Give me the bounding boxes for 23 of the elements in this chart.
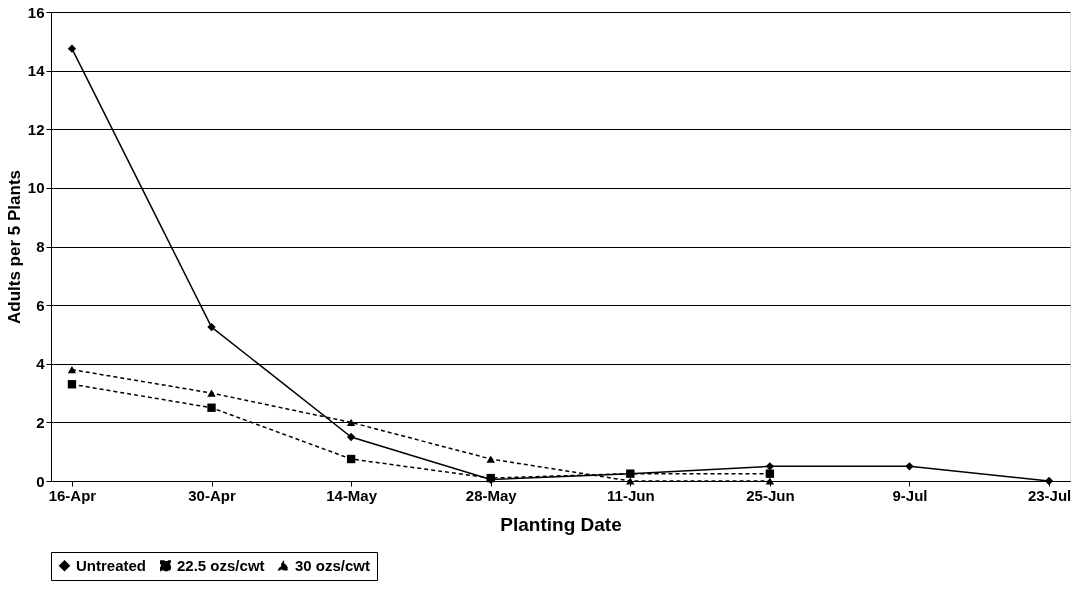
x-axis-title: Planting Date [500, 513, 622, 535]
legend-label: 30 ozs/cwt [295, 556, 371, 574]
x-tick-label: 14-May [326, 486, 378, 504]
legend-label: 22.5 ozs/cwt [177, 556, 265, 574]
x-tick-label: 25-Jun [746, 486, 795, 504]
x-tick-label: 28-May [465, 486, 518, 504]
y-tick-label: 10 [27, 179, 45, 197]
y-tick-label: 8 [36, 238, 45, 255]
x-tick-label: 23-Jul [1027, 486, 1072, 504]
x-tick-label: 16-Apr [48, 486, 97, 504]
y-tick-label: 16 [27, 3, 45, 21]
point [626, 469, 635, 478]
y-tick-label: 14 [27, 62, 46, 80]
y-tick-label: 0 [36, 472, 45, 490]
x-tick-label: 11-Jun [607, 486, 655, 504]
y-axis-title: Adults per 5 Plants [4, 170, 24, 324]
y-tick-label: 12 [27, 120, 45, 138]
y-tick-label: 6 [36, 296, 45, 314]
x-tick-label: 30-Apr [188, 486, 236, 504]
legend-label: Untreated [76, 556, 147, 574]
x-tick-label: 9-Jul [892, 486, 928, 504]
y-tick-label: 4 [36, 355, 46, 373]
y-tick-label: 2 [36, 413, 45, 431]
